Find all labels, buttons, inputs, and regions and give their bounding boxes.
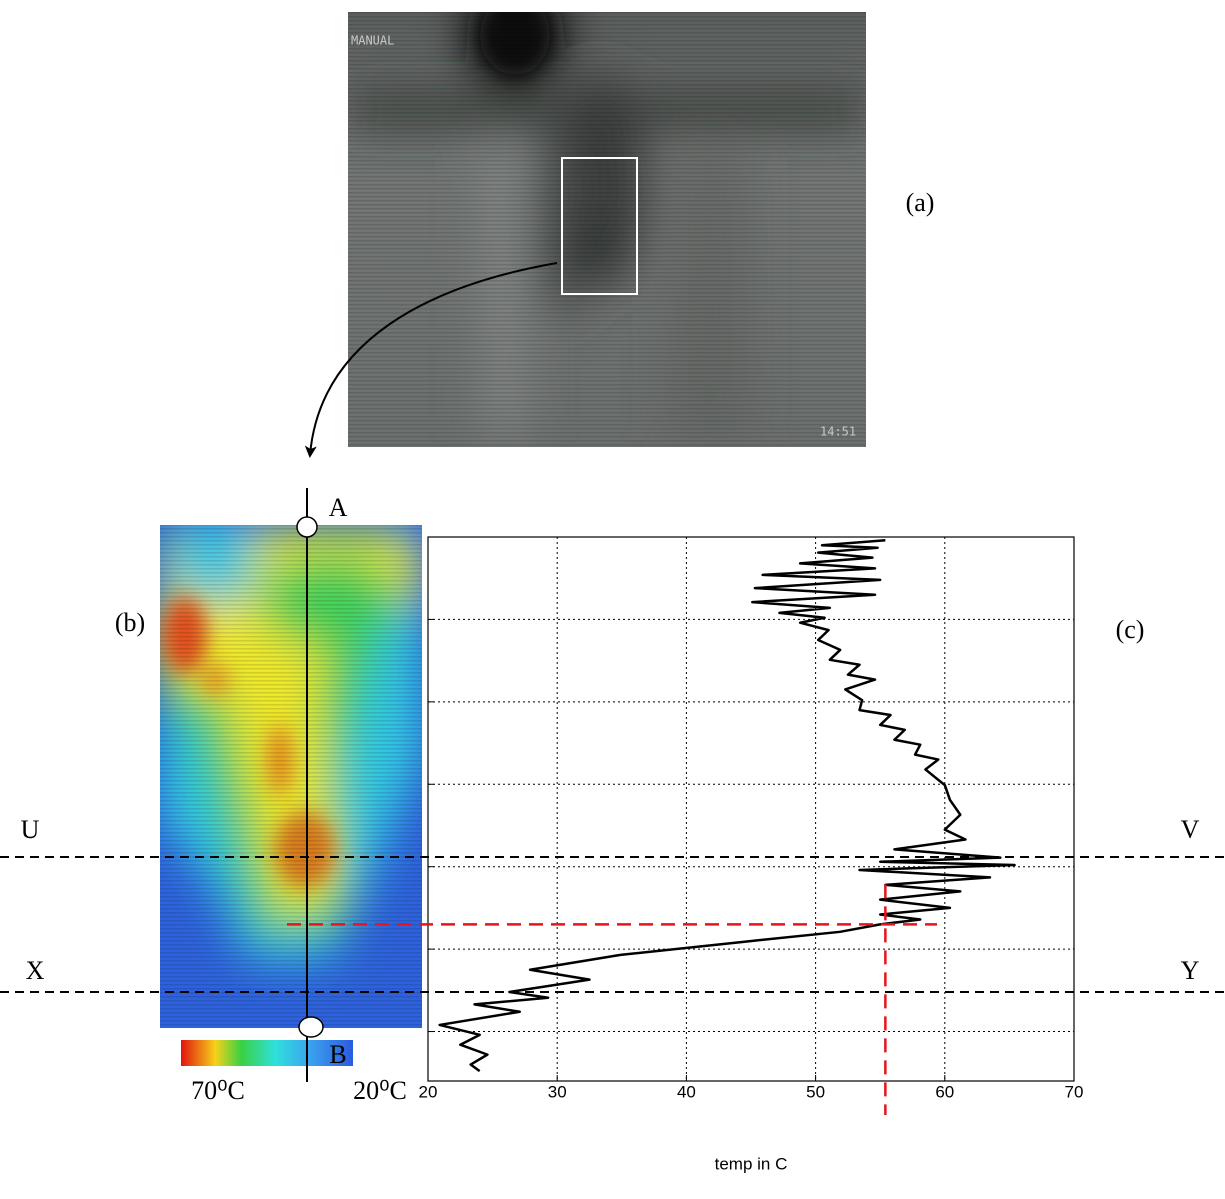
zoom-box bbox=[561, 157, 638, 295]
heatmap bbox=[160, 525, 422, 1028]
zoom-arrow bbox=[304, 262, 558, 458]
point-label: B bbox=[329, 1040, 346, 1069]
camera-mode: MANUAL bbox=[351, 34, 394, 48]
panel-label: (b) bbox=[115, 608, 145, 637]
line-label: X bbox=[26, 956, 45, 985]
colorbar-label: 20⁰C bbox=[353, 1076, 407, 1105]
camera-image bbox=[348, 12, 866, 447]
line-label: Y bbox=[1181, 956, 1200, 985]
plot-area bbox=[428, 537, 1074, 1081]
x-tick-label: 40 bbox=[677, 1082, 696, 1101]
line-label: V bbox=[1181, 815, 1200, 844]
x-tick-label: 50 bbox=[806, 1082, 825, 1101]
colorbar-label: 70⁰C bbox=[191, 1076, 245, 1105]
panel-label: (c) bbox=[1116, 615, 1145, 644]
data-line bbox=[438, 539, 1016, 1073]
x-tick-label: 30 bbox=[548, 1082, 567, 1101]
panel-label: (a) bbox=[906, 188, 935, 217]
point-label: A bbox=[329, 493, 348, 522]
point-marker bbox=[298, 1016, 324, 1038]
x-tick-label: 20 bbox=[419, 1082, 438, 1101]
colorbar bbox=[181, 1040, 353, 1066]
x-axis-title: temp in C bbox=[715, 1154, 788, 1173]
x-tick-label: 70 bbox=[1065, 1082, 1084, 1101]
x-tick-label: 60 bbox=[935, 1082, 954, 1101]
plot-frame bbox=[427, 536, 1075, 1082]
line-label: U bbox=[21, 815, 40, 844]
camera-time: 14:51 bbox=[820, 425, 856, 439]
point-marker bbox=[296, 516, 318, 538]
chart: 20 30 40 50 60 70 temp in C bbox=[419, 536, 1084, 1173]
